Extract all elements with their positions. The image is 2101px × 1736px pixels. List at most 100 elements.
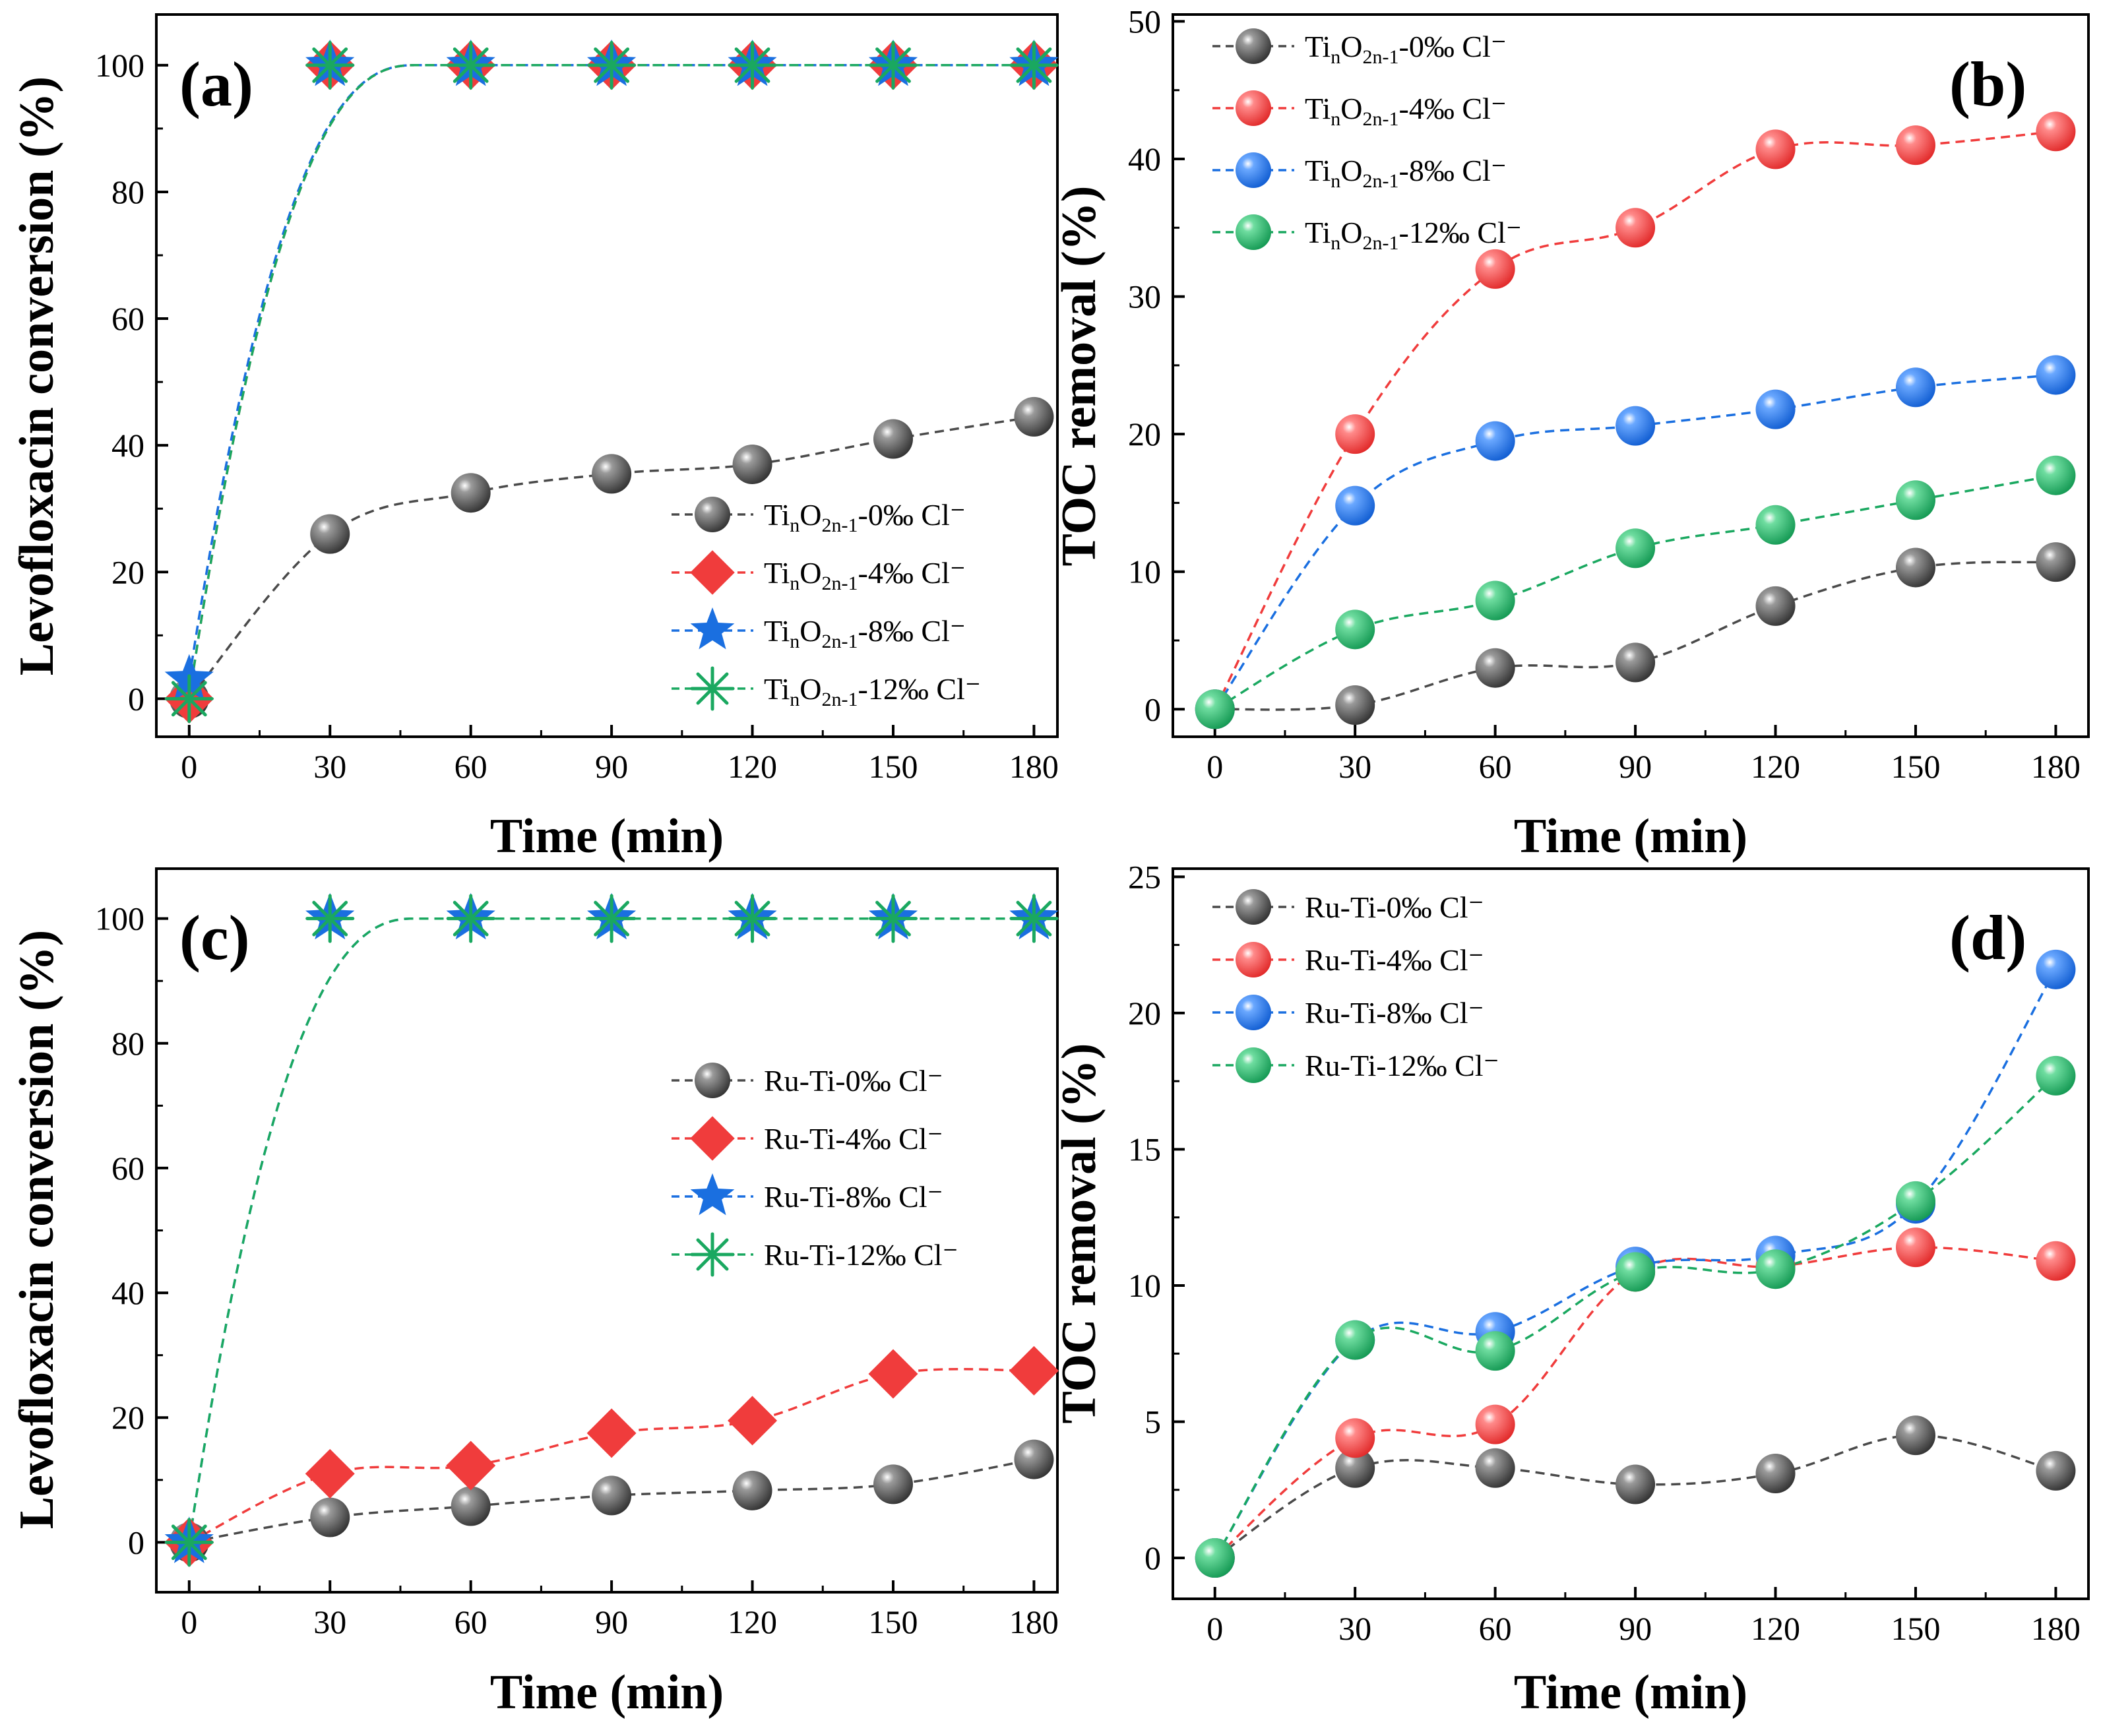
y-tick-label: 40 xyxy=(111,1274,144,1311)
data-point xyxy=(586,1408,637,1458)
legend-entry: TinO2n-1-0‰ Cl⁻ xyxy=(1305,30,1507,68)
legend-entry: Ru-Ti-0‰ Cl⁻ xyxy=(764,1064,943,1098)
legend-entry: TinO2n-1-4‰ Cl⁻ xyxy=(764,556,966,594)
data-point xyxy=(2036,1241,2076,1281)
data-point xyxy=(728,1396,778,1446)
data-point xyxy=(587,40,637,90)
data-point xyxy=(1615,1464,1656,1504)
y-tick-label: 0 xyxy=(1145,691,1161,728)
data-point xyxy=(732,1470,772,1510)
legend-marker xyxy=(1236,942,1271,977)
legend-marker xyxy=(690,1173,735,1216)
y-tick-label: 60 xyxy=(111,300,144,337)
data-point xyxy=(1009,894,1059,943)
legend-entry: TinO2n-1-8‰ Cl⁻ xyxy=(1305,154,1507,192)
data-point xyxy=(868,1349,918,1399)
data-point xyxy=(1335,609,1375,650)
data-point xyxy=(1475,421,1515,461)
legend-entry: TinO2n-1-4‰ Cl⁻ xyxy=(1305,92,1507,130)
series-markers xyxy=(1195,949,2076,1578)
data-point xyxy=(1335,1418,1375,1458)
legend-marker xyxy=(695,497,730,532)
y-tick-label: 80 xyxy=(111,1025,144,1062)
data-point xyxy=(1009,40,1059,90)
data-point xyxy=(1475,249,1515,289)
y-axis-title: TOC removal (%) xyxy=(1052,186,1106,567)
data-point xyxy=(1195,1538,1235,1578)
legend-entry: Ru-Ti-4‰ Cl⁻ xyxy=(1305,943,1484,977)
y-tick-label: 100 xyxy=(95,47,144,84)
x-tick-label: 180 xyxy=(1009,1603,1059,1640)
y-tick-label: 20 xyxy=(111,1399,144,1436)
legend: TinO2n-1-0‰ Cl⁻ TinO2n-1-4‰ Cl⁻ TinO2n-1-8… xyxy=(1212,28,1522,254)
data-point xyxy=(446,894,495,943)
data-point xyxy=(873,419,913,459)
plot-frame xyxy=(1172,13,2090,738)
data-point xyxy=(1755,389,1796,429)
data-point xyxy=(446,40,495,90)
data-point xyxy=(310,514,350,554)
x-tick-label: 120 xyxy=(728,1603,777,1640)
data-point xyxy=(1895,547,1935,588)
x-tick-label: 180 xyxy=(2031,748,2081,785)
series-lines xyxy=(188,64,1034,700)
x-tick-label: 150 xyxy=(868,1603,918,1640)
data-point xyxy=(305,894,355,943)
y-tick-label: 100 xyxy=(95,900,144,937)
data-point xyxy=(305,40,355,90)
legend-entry: TinO2n-1-8‰ Cl⁻ xyxy=(764,614,966,652)
data-point xyxy=(1475,1404,1515,1444)
legend: Ru-Ti-0‰ Cl⁻ Ru-Ti-4‰ Cl⁻ Ru-Ti-8‰ Cl⁻ Ru-T… xyxy=(672,1063,958,1277)
data-point xyxy=(868,40,918,90)
y-tick-label: 0 xyxy=(128,680,144,717)
x-tick-label: 90 xyxy=(595,748,628,785)
data-point xyxy=(1895,1415,1935,1456)
data-point xyxy=(1615,406,1656,446)
x-tick-label: 60 xyxy=(455,1603,487,1640)
legend-marker xyxy=(690,550,735,595)
plot-frame xyxy=(1172,867,2090,1600)
data-point xyxy=(310,1497,350,1537)
x-tick-label: 0 xyxy=(1207,748,1223,785)
data-point xyxy=(2036,949,2076,989)
x-tick-label: 120 xyxy=(1751,1610,1800,1647)
legend-entry: Ru-Ti-0‰ Cl⁻ xyxy=(1305,890,1484,924)
y-tick-label: 15 xyxy=(1128,1131,1161,1167)
legend: TinO2n-1-0‰ Cl⁻ TinO2n-1-4‰ Cl⁻ TinO2n-1-8… xyxy=(672,497,981,711)
x-axis-title: Time (min) xyxy=(1514,809,1747,863)
y-tick-label: 10 xyxy=(1128,1267,1161,1304)
x-tick-label: 150 xyxy=(1891,1610,1940,1647)
y-tick-label: 30 xyxy=(1128,278,1161,315)
data-point xyxy=(1755,1249,1796,1289)
legend-marker xyxy=(690,1116,735,1161)
data-point xyxy=(592,1475,632,1516)
data-point xyxy=(732,444,772,484)
panel-label: (a) xyxy=(179,49,253,119)
x-tick-label: 0 xyxy=(1207,1610,1223,1647)
data-point xyxy=(1895,1227,1935,1268)
data-point xyxy=(164,1518,214,1567)
y-tick-label: 20 xyxy=(1128,416,1161,452)
data-point xyxy=(1615,1252,1656,1292)
data-point xyxy=(2036,111,2076,152)
y-tick-label: 0 xyxy=(1145,1539,1161,1576)
y-tick-label: 10 xyxy=(1128,553,1161,590)
data-point xyxy=(592,454,632,494)
panel-label: (d) xyxy=(1949,902,2026,973)
series-markers xyxy=(1195,111,2076,729)
series-line xyxy=(188,64,1034,699)
legend-entry: Ru-Ti-8‰ Cl⁻ xyxy=(764,1180,943,1214)
legend-marker xyxy=(1236,152,1271,188)
data-point xyxy=(451,473,491,513)
y-tick-label: 40 xyxy=(1128,140,1161,177)
data-point xyxy=(1895,367,1935,408)
data-point xyxy=(2036,542,2076,582)
data-point xyxy=(2036,455,2076,495)
series-line xyxy=(188,64,1034,699)
legend-marker xyxy=(690,666,735,711)
data-point xyxy=(305,1448,355,1499)
axis-ticks: 0 30 60 90 120 150 180 0 20 40 60 80 100 xyxy=(95,900,1059,1640)
legend-entry: TinO2n-1-12‰ Cl⁻ xyxy=(764,672,981,710)
data-point xyxy=(1195,689,1235,729)
